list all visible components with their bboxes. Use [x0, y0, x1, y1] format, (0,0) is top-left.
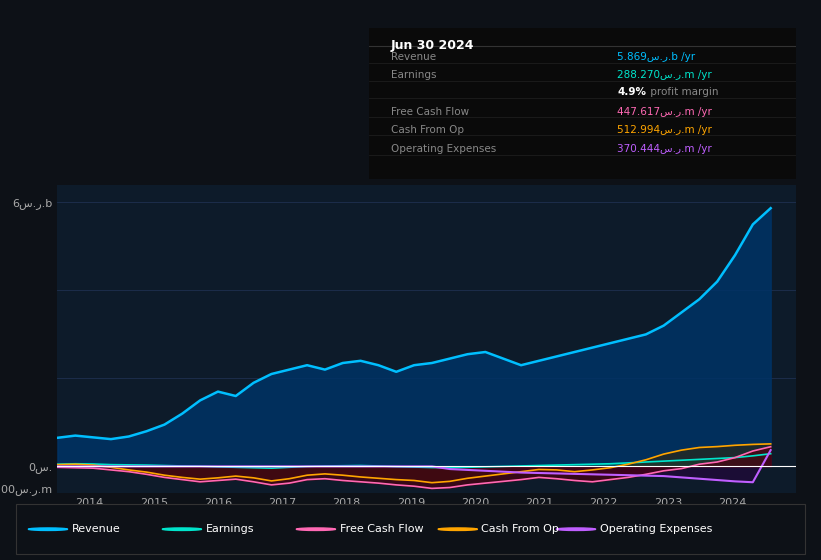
Text: Free Cash Flow: Free Cash Flow — [391, 106, 469, 116]
Text: Operating Expenses: Operating Expenses — [599, 524, 712, 534]
Text: Earnings: Earnings — [391, 71, 436, 80]
Circle shape — [296, 528, 336, 530]
Text: Revenue: Revenue — [391, 52, 436, 62]
Text: 512.994س.ر.m /yr: 512.994س.ر.m /yr — [617, 125, 712, 135]
Text: Cash From Op: Cash From Op — [481, 524, 559, 534]
Text: Revenue: Revenue — [71, 524, 121, 534]
Text: Free Cash Flow: Free Cash Flow — [340, 524, 423, 534]
Text: Jun 30 2024: Jun 30 2024 — [391, 39, 475, 52]
Circle shape — [28, 528, 67, 530]
Text: Earnings: Earnings — [205, 524, 254, 534]
Circle shape — [557, 528, 596, 530]
Text: 447.617س.ر.m /yr: 447.617س.ر.m /yr — [617, 106, 712, 116]
Text: 370.444س.ر.m /yr: 370.444س.ر.m /yr — [617, 144, 712, 155]
Text: 288.270س.ر.m /yr: 288.270س.ر.m /yr — [617, 71, 712, 80]
Text: Cash From Op: Cash From Op — [391, 125, 464, 135]
Text: 4.9%: 4.9% — [617, 87, 646, 97]
Text: profit margin: profit margin — [647, 87, 718, 97]
Circle shape — [438, 528, 478, 530]
Text: Operating Expenses: Operating Expenses — [391, 144, 496, 155]
Text: 5.869س.ر.b /yr: 5.869س.ر.b /yr — [617, 52, 695, 62]
Circle shape — [163, 528, 202, 530]
